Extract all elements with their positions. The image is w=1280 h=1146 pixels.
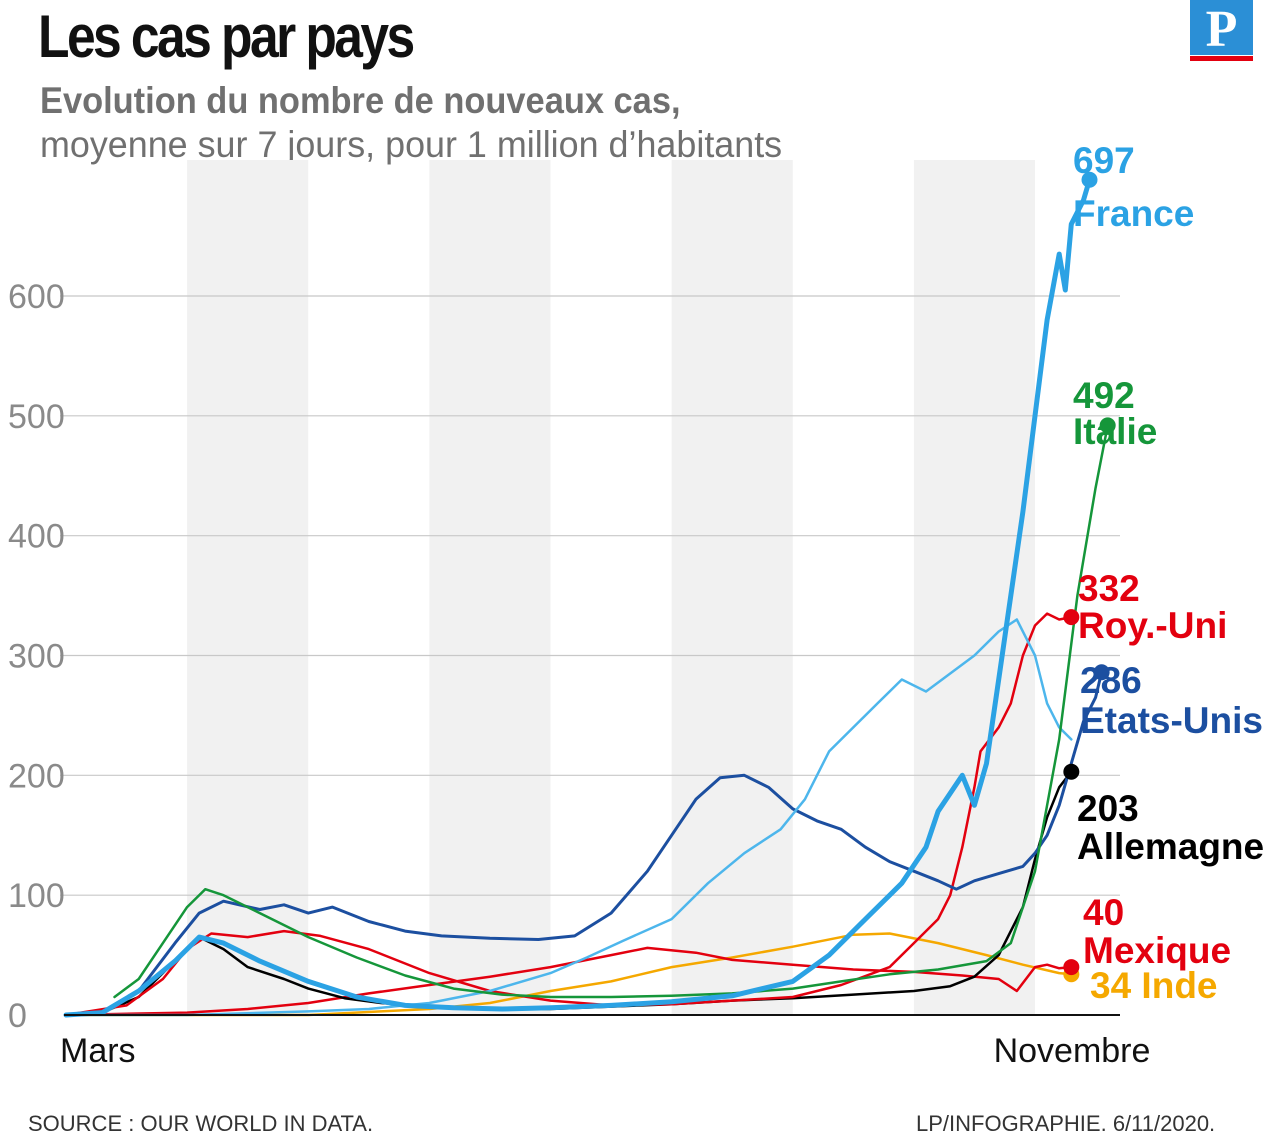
series-line-italie — [113, 424, 1109, 999]
x-label-mars: Mars — [60, 1032, 136, 1070]
end-label-mexique: Mexique — [1083, 930, 1231, 971]
credit-note: LP/INFOGRAPHIE. 6/11/2020. — [916, 1111, 1216, 1136]
end-value-allemagne: 203 — [1077, 788, 1139, 829]
y-tick-label-300: 300 — [8, 638, 65, 676]
end-value-france: 697 — [1073, 140, 1135, 181]
y-tick-label-600: 600 — [8, 278, 65, 316]
end-label-etatsunis: Etats-Unis — [1080, 700, 1263, 741]
end-value-mexique: 40 — [1083, 892, 1124, 933]
end-dot-etatsunis — [1093, 664, 1110, 681]
end-value-italie: 492 — [1073, 375, 1135, 416]
end-label-allemagne: Allemagne — [1077, 826, 1264, 867]
end-value-royuni: 332 — [1078, 568, 1140, 609]
month-band-1 — [187, 160, 309, 1015]
end-label-italie: Italie — [1073, 411, 1157, 452]
y-axis-ticks: 0 100 200 300 400 500 600 — [8, 278, 65, 1035]
series-line-france — [63, 177, 1092, 1018]
end-dot-royuni — [1063, 609, 1080, 626]
chart-subtitle-detail: moyenne sur 7 jours, pour 1 million d’ha… — [40, 124, 783, 165]
end-value-etatsunis: 286 — [1080, 660, 1142, 701]
series-line-mexique — [64, 946, 1073, 1017]
y-tick-label-500: 500 — [8, 398, 65, 436]
end-dot-mexique — [1063, 959, 1080, 976]
month-band-4 — [913, 160, 1035, 1015]
source-note: SOURCE : OUR WORLD IN DATA. — [28, 1111, 374, 1136]
chart-subtitle: Evolution du nombre de nouveaux cas, — [40, 80, 681, 121]
chart-title: Les cas par pays — [38, 3, 415, 70]
end-label-royuni: Roy.-Uni — [1078, 605, 1227, 646]
end-dot-italie — [1099, 417, 1116, 434]
y-tick-label-400: 400 — [8, 518, 65, 556]
le-parisien-logo: P — [1190, 0, 1253, 61]
month-band-3 — [671, 160, 793, 1015]
series-line-royuni — [64, 612, 1073, 1017]
end-label-inde: 34 Inde — [1090, 965, 1218, 1006]
end-dot-france — [1081, 171, 1098, 188]
end-dot-allemagne — [1063, 763, 1080, 780]
series-lines — [63, 177, 1109, 1018]
gridlines — [60, 295, 1120, 896]
month-band-2 — [429, 160, 551, 1015]
y-tick-label-100: 100 — [8, 877, 65, 915]
series-line-lightblue — [64, 618, 1073, 1017]
x-label-novembre: Novembre — [994, 1032, 1151, 1070]
series-line-etatsunis — [64, 670, 1104, 1017]
y-tick-label-0: 0 — [8, 997, 27, 1035]
background-bands — [187, 160, 1035, 1015]
y-tick-label-200: 200 — [8, 757, 65, 795]
x-axis-labels: Mars Novembre — [60, 1032, 1150, 1070]
end-label-france: France — [1073, 193, 1194, 234]
logo-letter: P — [1206, 1, 1238, 58]
